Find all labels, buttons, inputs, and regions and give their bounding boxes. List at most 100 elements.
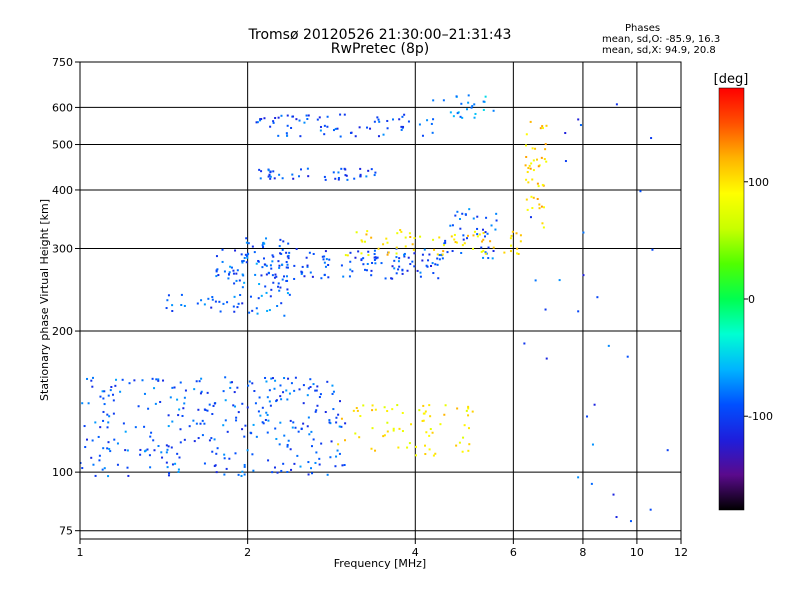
- data-point: [94, 474, 97, 477]
- data-point: [421, 259, 424, 262]
- data-point: [285, 251, 288, 254]
- data-point: [224, 399, 227, 402]
- data-point: [126, 449, 129, 452]
- data-point: [266, 431, 269, 434]
- y-axis-ticks: 75 100 200 300 400 500 600 750: [52, 56, 80, 538]
- data-point: [432, 99, 435, 102]
- data-point: [382, 435, 385, 438]
- data-point: [223, 457, 226, 460]
- data-point: [157, 445, 160, 448]
- data-point: [303, 275, 306, 278]
- data-point: [376, 256, 379, 259]
- data-point: [200, 299, 203, 302]
- chart-title: Tromsø 20120526 21:30:00–21:31:43: [248, 27, 512, 43]
- data-point: [271, 377, 274, 380]
- data-point: [398, 118, 401, 121]
- data-point: [525, 133, 528, 136]
- data-point: [510, 234, 513, 237]
- data-point: [277, 134, 280, 137]
- data-point: [292, 177, 295, 180]
- data-point: [468, 443, 471, 446]
- data-point: [253, 390, 256, 393]
- data-point: [306, 394, 309, 397]
- data-point: [314, 410, 317, 413]
- data-point: [471, 105, 474, 108]
- data-point: [149, 466, 152, 469]
- data-point: [293, 277, 296, 280]
- data-point: [239, 294, 242, 297]
- data-point: [438, 254, 441, 257]
- data-point: [413, 265, 416, 268]
- data-point: [320, 277, 323, 280]
- data-point: [180, 304, 183, 307]
- data-point: [252, 469, 255, 472]
- data-point: [330, 440, 333, 443]
- data-point: [193, 388, 196, 391]
- data-point: [200, 377, 203, 380]
- data-point: [529, 216, 532, 219]
- x-tick-label: 10: [630, 546, 644, 559]
- data-point: [391, 265, 394, 268]
- data-point: [478, 233, 481, 236]
- data-point: [249, 295, 252, 298]
- data-point: [438, 258, 441, 261]
- data-point: [523, 342, 526, 345]
- data-point: [233, 391, 236, 394]
- data-point: [472, 247, 475, 250]
- data-point: [453, 238, 456, 241]
- data-point: [265, 264, 268, 267]
- data-point: [361, 240, 364, 243]
- data-point: [375, 257, 378, 260]
- data-point: [226, 301, 229, 304]
- data-point: [272, 120, 275, 123]
- data-point: [385, 237, 388, 240]
- data-point: [210, 437, 213, 440]
- data-point: [462, 436, 465, 439]
- data-point: [471, 410, 474, 413]
- data-point: [482, 249, 485, 252]
- data-point: [291, 173, 294, 176]
- data-point: [354, 256, 357, 259]
- data-point: [178, 408, 181, 411]
- data-point: [287, 257, 290, 260]
- data-point: [418, 123, 421, 126]
- data-point: [529, 120, 532, 123]
- data-point: [404, 236, 407, 239]
- data-point: [356, 409, 359, 412]
- data-point: [122, 422, 125, 425]
- data-point: [474, 112, 477, 115]
- data-point: [251, 245, 254, 248]
- data-point: [302, 422, 305, 425]
- data-point: [292, 421, 295, 424]
- data-point: [482, 100, 485, 103]
- data-point: [441, 257, 444, 260]
- data-point: [286, 288, 289, 291]
- data-point: [106, 426, 109, 429]
- data-point: [195, 422, 198, 425]
- data-point: [300, 168, 303, 171]
- data-point: [377, 247, 380, 250]
- data-point: [225, 467, 228, 470]
- data-point: [466, 237, 469, 240]
- data-point: [396, 232, 399, 235]
- data-point: [124, 449, 127, 452]
- data-point: [241, 302, 244, 305]
- data-point: [371, 427, 374, 430]
- data-point: [241, 273, 244, 276]
- data-point: [529, 167, 532, 170]
- data-point: [251, 453, 254, 456]
- data-point: [373, 249, 376, 252]
- data-point: [247, 384, 250, 387]
- data-point: [517, 252, 520, 255]
- data-point: [421, 134, 424, 137]
- data-point: [280, 302, 283, 305]
- data-point: [109, 389, 112, 392]
- data-point: [193, 440, 196, 443]
- data-point: [246, 256, 249, 259]
- data-point: [404, 245, 407, 248]
- colorbar-tick-label: 0: [748, 293, 755, 306]
- data-point: [425, 431, 428, 434]
- data-point: [340, 167, 343, 170]
- data-point: [295, 118, 298, 121]
